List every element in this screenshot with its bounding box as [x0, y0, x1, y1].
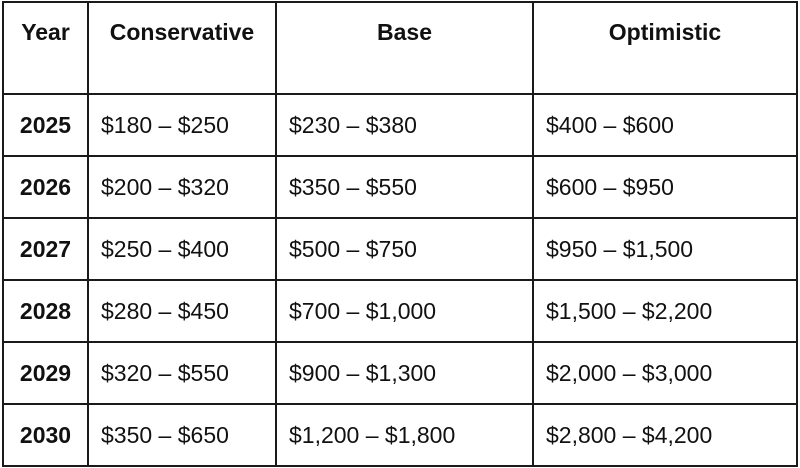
conservative-cell: $320 – $550	[87, 341, 277, 405]
header-conservative: Conservative	[87, 1, 277, 95]
optimistic-cell: $400 – $600	[532, 93, 798, 157]
table-row: 2029 $320 – $550 $900 – $1,300 $2,000 – $3,…	[2, 341, 798, 405]
base-cell: $230 – $380	[275, 93, 534, 157]
conservative-cell: $350 – $650	[87, 403, 277, 467]
header-year: Year	[2, 1, 89, 95]
base-cell: $350 – $550	[275, 155, 534, 219]
base-cell: $900 – $1,300	[275, 341, 534, 405]
conservative-cell: $280 – $450	[87, 279, 277, 343]
base-cell: $700 – $1,000	[275, 279, 534, 343]
table-row: 2026 $200 – $320 $350 – $550 $600 – $950	[2, 155, 798, 219]
conservative-cell: $250 – $400	[87, 217, 277, 281]
base-cell: $500 – $750	[275, 217, 534, 281]
year-cell: 2025	[2, 93, 89, 157]
header-row: Year Conservative Base Optimistic	[2, 1, 798, 95]
optimistic-cell: $2,800 – $4,200	[532, 403, 798, 467]
header-base: Base	[275, 1, 534, 95]
optimistic-cell: $2,000 – $3,000	[532, 341, 798, 405]
conservative-cell: $200 – $320	[87, 155, 277, 219]
table-row: 2028 $280 – $450 $700 – $1,000 $1,500 – $2,…	[2, 279, 798, 343]
year-cell: 2027	[2, 217, 89, 281]
optimistic-cell: $1,500 – $2,200	[532, 279, 798, 343]
year-cell: 2030	[2, 403, 89, 467]
optimistic-cell: $600 – $950	[532, 155, 798, 219]
year-cell: 2028	[2, 279, 89, 343]
table-row: 2025 $180 – $250 $230 – $380 $400 – $600	[2, 93, 798, 157]
header-optimistic: Optimistic	[532, 1, 798, 95]
table-row: 2030 $350 – $650 $1,200 – $1,800 $2,800 – $…	[2, 403, 798, 467]
year-cell: 2029	[2, 341, 89, 405]
base-cell: $1,200 – $1,800	[275, 403, 534, 467]
year-cell: 2026	[2, 155, 89, 219]
conservative-cell: $180 – $250	[87, 93, 277, 157]
optimistic-cell: $950 – $1,500	[532, 217, 798, 281]
table-row: 2027 $250 – $400 $500 – $750 $950 – $1,500	[2, 217, 798, 281]
